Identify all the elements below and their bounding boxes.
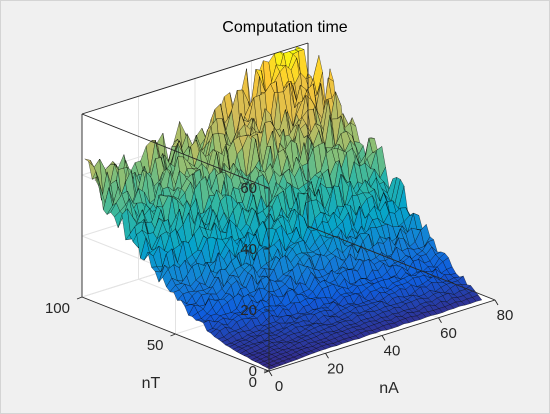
surface-facet — [472, 294, 483, 302]
y-tick-label: 100 — [45, 300, 70, 317]
y-tick-label: 0 — [249, 374, 257, 391]
x-tick-mark — [325, 353, 329, 359]
x-tick-label: 60 — [440, 325, 457, 342]
x-tick-mark — [494, 299, 499, 306]
z-tick-label: 60 — [240, 180, 257, 197]
x-axis-label: nA — [379, 380, 399, 397]
x-tick-label: 20 — [327, 360, 344, 377]
axis-edge — [307, 225, 496, 301]
chart-title: Computation time — [222, 19, 347, 36]
x-tick-mark — [268, 370, 273, 377]
x-tick-label: 80 — [497, 307, 514, 324]
y-axis-label: nT — [142, 375, 161, 392]
tick-labels: 0 20 40 60 80 0 50 100 0 20 40 60 — [45, 180, 513, 395]
x-tick-mark — [381, 335, 386, 341]
x-tick-label: 40 — [384, 343, 401, 360]
axis-edge — [81, 113, 270, 189]
y-tick-mark — [170, 333, 176, 337]
surface-mesh — [84, 46, 483, 370]
z-tick-label: 20 — [240, 302, 257, 319]
y-tick-label: 50 — [147, 337, 164, 354]
y-tick-mark — [76, 296, 83, 300]
axis-edge — [81, 42, 309, 115]
x-tick-mark — [438, 317, 442, 323]
z-tick-label: 0 — [249, 363, 257, 380]
x-tick-label: 0 — [275, 378, 283, 395]
z-tick-label: 40 — [240, 241, 257, 258]
